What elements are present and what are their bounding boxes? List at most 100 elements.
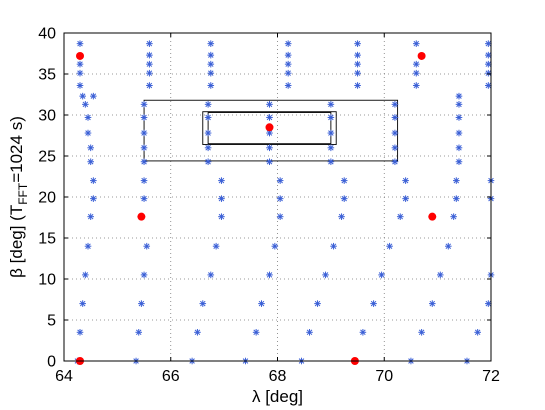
grid-point-marker xyxy=(140,144,148,152)
grid-point-marker xyxy=(146,40,153,47)
grid-point-marker xyxy=(276,177,284,184)
grid-point-marker xyxy=(354,51,361,59)
grid-point-marker xyxy=(76,82,84,89)
grid-point-marker xyxy=(386,242,393,250)
grid-point-marker xyxy=(412,69,420,77)
grid-point-marker xyxy=(207,82,215,89)
grid-point-marker xyxy=(338,213,345,220)
injection-point-marker xyxy=(428,212,437,221)
grid-point-marker xyxy=(266,158,273,166)
grid-point-marker xyxy=(87,158,94,166)
grid-point-marker xyxy=(207,51,215,59)
grid-point-marker xyxy=(204,144,212,152)
grid-point-marker xyxy=(204,101,212,108)
y-tick-label: 25 xyxy=(38,149,56,166)
grid-point-marker xyxy=(340,195,348,202)
grid-point-marker xyxy=(284,51,292,59)
grid-point-marker xyxy=(391,158,399,166)
y-axis-label-tail: =1024 s) xyxy=(7,116,26,183)
y-tick-label: 10 xyxy=(38,272,56,289)
grid-point-marker xyxy=(327,129,335,137)
grid-point-marker xyxy=(453,177,460,184)
y-tick-label: 40 xyxy=(38,26,56,43)
grid-point-marker xyxy=(76,40,84,47)
grid-point-marker xyxy=(322,271,329,279)
grid-point-marker xyxy=(474,329,481,336)
grid-point-marker xyxy=(327,114,335,121)
grid-point-marker xyxy=(204,129,212,137)
grid-point-marker xyxy=(146,60,153,68)
grid-point-marker xyxy=(455,158,463,166)
grid-point-marker xyxy=(266,114,273,121)
y-tick-label: 20 xyxy=(38,190,56,207)
grid-point-marker xyxy=(204,158,212,166)
x-axis-ticks: 64 66 68 70 72 xyxy=(55,33,500,385)
grid-point-marker xyxy=(354,69,361,77)
grid-point-marker xyxy=(146,69,153,77)
grid-point-marker xyxy=(199,300,207,307)
grid-point-marker xyxy=(276,195,284,202)
grid-point-marker xyxy=(212,242,220,250)
injection-points xyxy=(76,51,437,365)
y-axis-label: β [deg] (TFFT=1024 s) xyxy=(7,116,30,278)
grid-point-marker xyxy=(330,242,337,250)
grid-point-marker xyxy=(82,271,89,279)
grid-point-marker xyxy=(306,329,313,336)
grid-point-marker xyxy=(146,82,153,89)
grid-point-marker xyxy=(340,177,348,184)
y-tick-label: 15 xyxy=(38,231,56,248)
grid-point-marker xyxy=(266,101,273,108)
grid-point-marker xyxy=(412,82,420,89)
grid-point-marker xyxy=(218,213,225,220)
grid-point-marker xyxy=(143,242,151,250)
template-grid-points xyxy=(74,40,495,365)
y-tick-label: 30 xyxy=(38,108,56,125)
grid-point-marker xyxy=(90,92,97,100)
grid-point-marker xyxy=(218,195,225,202)
grid-point-marker xyxy=(140,195,148,202)
grid-point-marker xyxy=(284,60,292,68)
grid-point-marker xyxy=(327,158,335,166)
grid-point-marker xyxy=(84,242,92,250)
grid-point-marker xyxy=(445,242,452,250)
grid-point-marker xyxy=(252,329,260,336)
injection-point-marker xyxy=(137,212,146,221)
grid-point-marker xyxy=(485,51,492,59)
y-tick-label: 5 xyxy=(47,313,56,330)
grid-point-marker xyxy=(284,40,292,47)
grid-point-marker xyxy=(391,114,399,121)
grid-point-marker xyxy=(402,195,409,202)
grid-point-marker xyxy=(84,114,92,121)
grid-point-marker xyxy=(76,60,84,68)
x-tick-label: 70 xyxy=(375,368,393,385)
grid-point-marker xyxy=(378,271,385,279)
grid-point-marker xyxy=(87,213,94,220)
grid-point-marker xyxy=(450,213,457,220)
grid-point-marker xyxy=(455,114,463,121)
grid-point-marker xyxy=(485,82,492,89)
grid-point-marker xyxy=(354,60,361,68)
grid-point-marker xyxy=(140,177,148,184)
grid-point-marker xyxy=(140,114,148,121)
grid-point-marker xyxy=(76,329,84,336)
grid-point-marker xyxy=(284,69,292,77)
x-tick-label: 72 xyxy=(482,368,500,385)
y-axis-label-subscript: FFT xyxy=(16,182,30,205)
grid-point-marker xyxy=(418,329,425,336)
grid-point-marker xyxy=(266,271,273,279)
grid-point-marker xyxy=(354,40,361,47)
search-region-box xyxy=(207,112,332,145)
grid-point-marker xyxy=(327,101,335,108)
y-tick-label: 0 xyxy=(47,354,56,371)
grid-point-marker xyxy=(396,213,404,220)
x-tick-label: 68 xyxy=(269,368,287,385)
grid-point-marker xyxy=(370,300,377,307)
grid-point-marker xyxy=(204,114,212,121)
grid-point-marker xyxy=(140,101,148,108)
grid-point-marker xyxy=(412,40,420,47)
grid-point-marker xyxy=(271,242,279,250)
grid-point-marker xyxy=(140,129,148,137)
grid-point-marker xyxy=(207,69,215,77)
grid-point-marker xyxy=(391,101,399,108)
grid-point-marker xyxy=(455,129,463,137)
